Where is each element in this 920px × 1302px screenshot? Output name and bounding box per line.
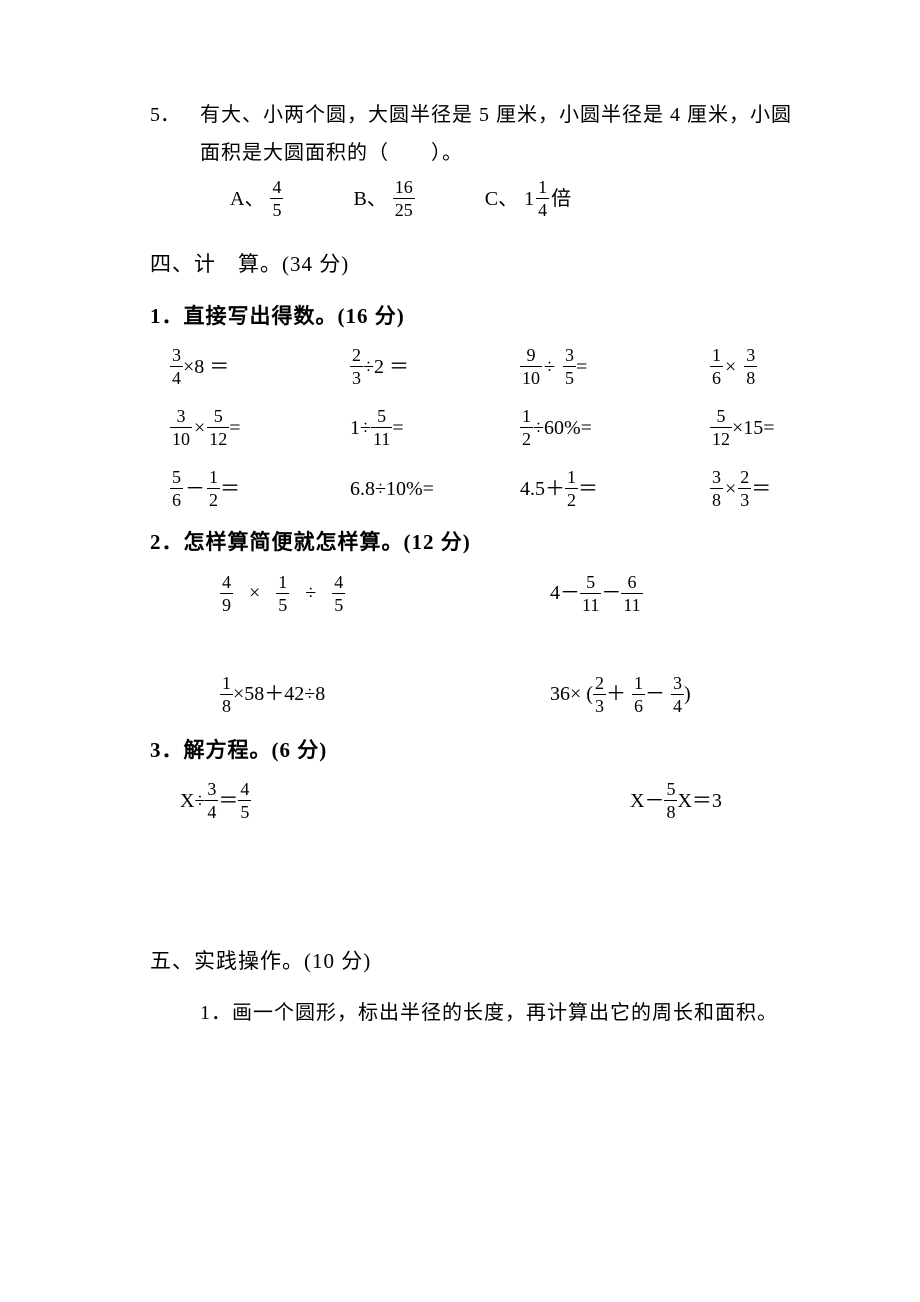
q5-number: 5． bbox=[150, 100, 200, 130]
q5-text-line2: 面积是大圆面积的（ ）。 bbox=[200, 138, 920, 168]
calc-r2c1: 310 × 512 = bbox=[170, 407, 350, 448]
calc-r3c3: 4.5＋ 12 ＝ bbox=[520, 468, 710, 509]
simplify-r2-left: 18 ×58＋42÷8 bbox=[220, 674, 550, 715]
sub-3-heading: 3．解方程。(6 分) bbox=[150, 735, 920, 767]
calc-grid: 34 ×8 ＝ 23 ÷2 ＝ 910 ÷ 35 = 16 × 38 310 ×… bbox=[170, 346, 920, 509]
option-a-label: A、 bbox=[230, 184, 264, 214]
simplify-r1-left: 49 × 15 ÷ 45 bbox=[220, 573, 550, 614]
simplify-row-1: 49 × 15 ÷ 45 4－ 511 － 611 bbox=[220, 573, 920, 614]
sub-1-heading: 1．直接写出得数。(16 分) bbox=[150, 301, 920, 333]
equation-left: X÷ 34 ＝ 45 bbox=[180, 780, 630, 821]
simplify-row-2: 18 ×58＋42÷8 36× ( 23 ＋ 16 － 34 ) bbox=[220, 674, 920, 715]
calc-r2c4: 512 ×15= bbox=[710, 407, 870, 448]
option-b-label: B、 bbox=[353, 184, 386, 214]
simplify-r2-right: 36× ( 23 ＋ 16 － 34 ) bbox=[550, 674, 691, 715]
option-b: B、 16 25 bbox=[353, 178, 414, 219]
sub-2-heading: 2．怎样算简便就怎样算。(12 分) bbox=[150, 527, 920, 559]
question-5: 5． 有大、小两个圆，大圆半径是 5 厘米，小圆半径是 4 厘米，小圆 面积是大… bbox=[150, 100, 920, 219]
calc-r1c4: 16 × 38 bbox=[710, 346, 870, 387]
option-c-mixed: 1 1 4 bbox=[524, 178, 549, 219]
calc-r3c1: 56 － 12 ＝ bbox=[170, 468, 350, 509]
calc-r2c2: 1÷ 511 = bbox=[350, 407, 520, 448]
q5-line1: 5． 有大、小两个圆，大圆半径是 5 厘米，小圆半径是 4 厘米，小圆 bbox=[150, 100, 920, 130]
section-5-heading: 五、实践操作。(10 分) bbox=[150, 946, 920, 978]
calc-r2c3: 12 ÷60%= bbox=[520, 407, 710, 448]
option-c-tail: 倍 bbox=[551, 184, 571, 214]
option-c-label: C、 bbox=[485, 184, 518, 214]
calc-r1c1: 34 ×8 ＝ bbox=[170, 346, 350, 387]
option-a: A、 4 5 bbox=[230, 178, 283, 219]
section-5-q1: 1．画一个圆形，标出半径的长度，再计算出它的周长和面积。 bbox=[200, 998, 920, 1028]
calc-r3c2: 6.8÷10%= bbox=[350, 474, 520, 504]
equation-right: X－ 58 X＝3 bbox=[630, 780, 722, 821]
calc-r3c4: 38 × 23 ＝ bbox=[710, 468, 870, 509]
simplify-r1-right: 4－ 511 － 611 bbox=[550, 573, 643, 614]
simplify-block: 49 × 15 ÷ 45 4－ 511 － 611 18 ×58＋42÷8 36… bbox=[220, 573, 920, 715]
calc-r1c3: 910 ÷ 35 = bbox=[520, 346, 710, 387]
q5-text-line1: 有大、小两个圆，大圆半径是 5 厘米，小圆半径是 4 厘米，小圆 bbox=[200, 100, 920, 130]
section-4-heading: 四、计 算。(34 分) bbox=[150, 249, 920, 281]
q5-options: A、 4 5 B、 16 25 C、 1 1 4 倍 bbox=[230, 178, 920, 219]
spacer bbox=[150, 821, 920, 921]
option-a-fraction: 4 5 bbox=[270, 178, 283, 219]
option-c: C、 1 1 4 倍 bbox=[485, 178, 571, 219]
calc-r1c2: 23 ÷2 ＝ bbox=[350, 346, 520, 387]
option-c-fraction: 1 4 bbox=[536, 178, 549, 219]
equations: X÷ 34 ＝ 45 X－ 58 X＝3 bbox=[180, 780, 920, 821]
option-b-fraction: 16 25 bbox=[393, 178, 415, 219]
